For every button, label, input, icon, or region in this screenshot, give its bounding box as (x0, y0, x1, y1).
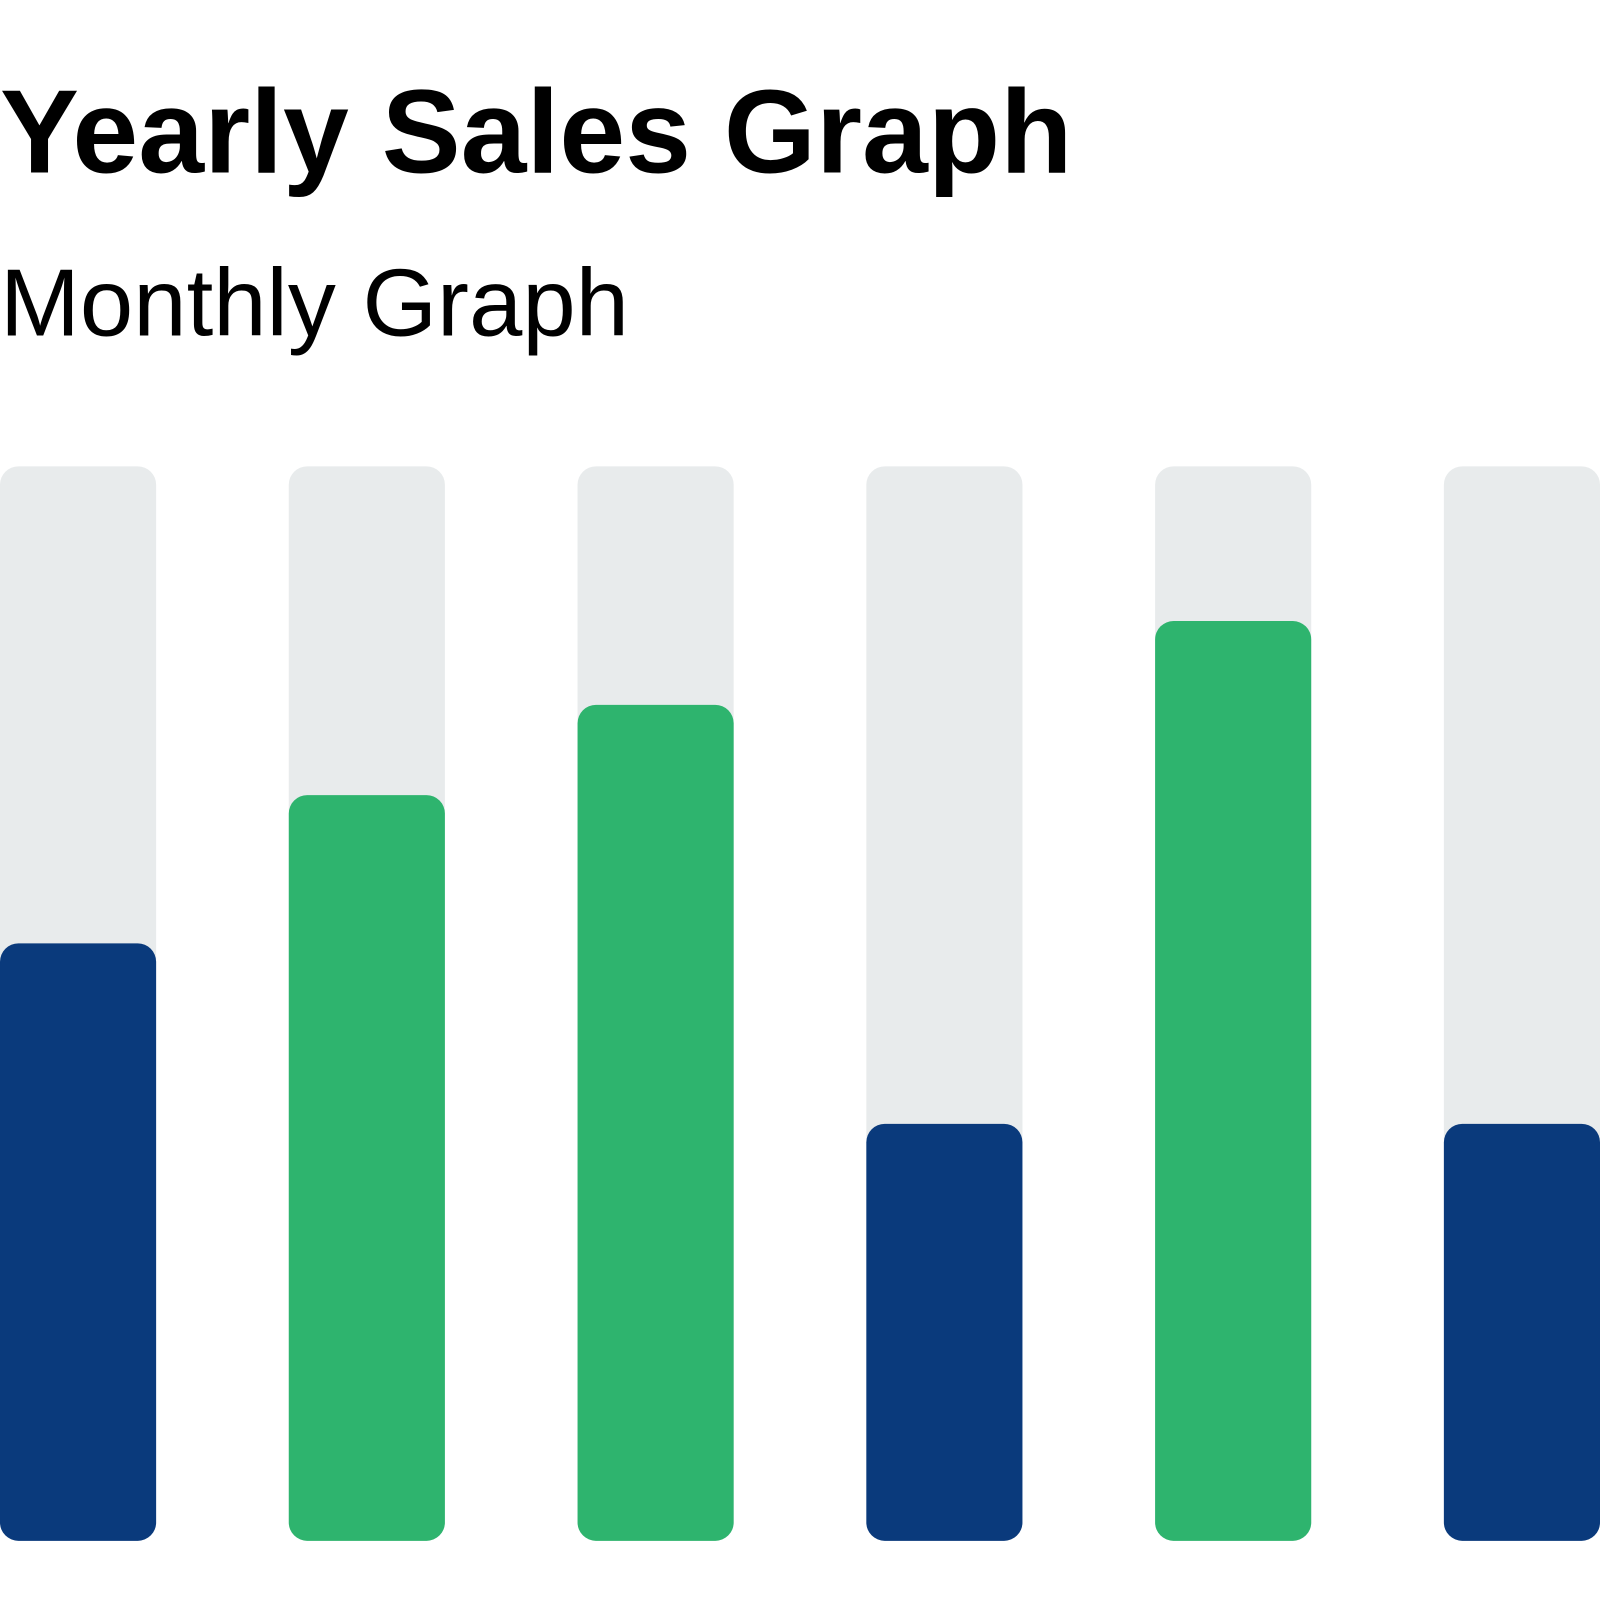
bar (1155, 621, 1312, 1541)
chart-subtitle: Monthly Graph (0, 250, 629, 357)
bar (0, 943, 157, 1541)
bar (866, 1123, 1023, 1541)
chart-title: Yearly Sales Graph (0, 66, 1072, 198)
bar (577, 704, 734, 1541)
bar (1443, 1123, 1600, 1541)
bar (288, 795, 445, 1541)
